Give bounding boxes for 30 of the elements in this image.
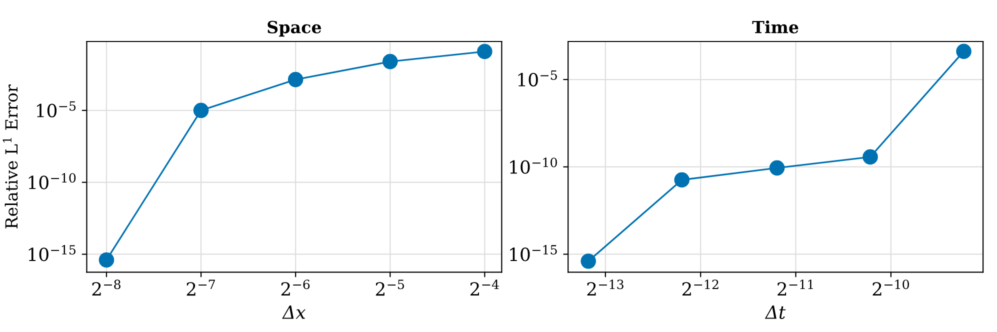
- point: [862, 149, 878, 165]
- x-tick-label: 2$^{−13}$: [587, 280, 624, 296]
- x-tick-label: 2$^{−10}$: [872, 280, 910, 296]
- point: [956, 44, 972, 59]
- x-tick-label: 2$^{−12}$: [682, 280, 718, 296]
- point: [193, 102, 209, 118]
- x-tick-label: 2$^{−7}$: [186, 280, 215, 296]
- x-tick-label: 2$^{−6}$: [281, 280, 310, 296]
- y-axis-title: Relative L$^{1}$ Error: [2, 84, 18, 228]
- y-tick-label: 10$^{−15}$: [510, 245, 557, 262]
- y-tick-label: 10$^{−15}$: [28, 245, 76, 262]
- chart-title: Time: [752, 20, 798, 34]
- y-tick-label: 10$^{−5}$: [518, 70, 557, 87]
- point: [288, 72, 304, 88]
- chart-title: Space: [268, 20, 322, 37]
- x-axis-title: Δt: [764, 306, 786, 319]
- point: [382, 54, 398, 70]
- point: [477, 44, 492, 60]
- x-tick-label: 2$^{−4}$: [470, 280, 499, 296]
- point: [580, 254, 596, 269]
- point: [98, 252, 114, 268]
- y-tick-label: 10$^{−10}$: [28, 173, 76, 190]
- x-tick-label: 2$^{−5}$: [376, 280, 404, 296]
- x-tick-label: 2$^{−8}$: [92, 280, 120, 296]
- point: [674, 172, 690, 188]
- y-tick-label: 10$^{−10}$: [510, 158, 557, 174]
- x-tick-label: 2$^{−11}$: [778, 280, 813, 296]
- point: [769, 160, 785, 176]
- y-tick-label: 10$^{−5}$: [36, 101, 76, 118]
- x-axis-title: Δx: [282, 306, 306, 319]
